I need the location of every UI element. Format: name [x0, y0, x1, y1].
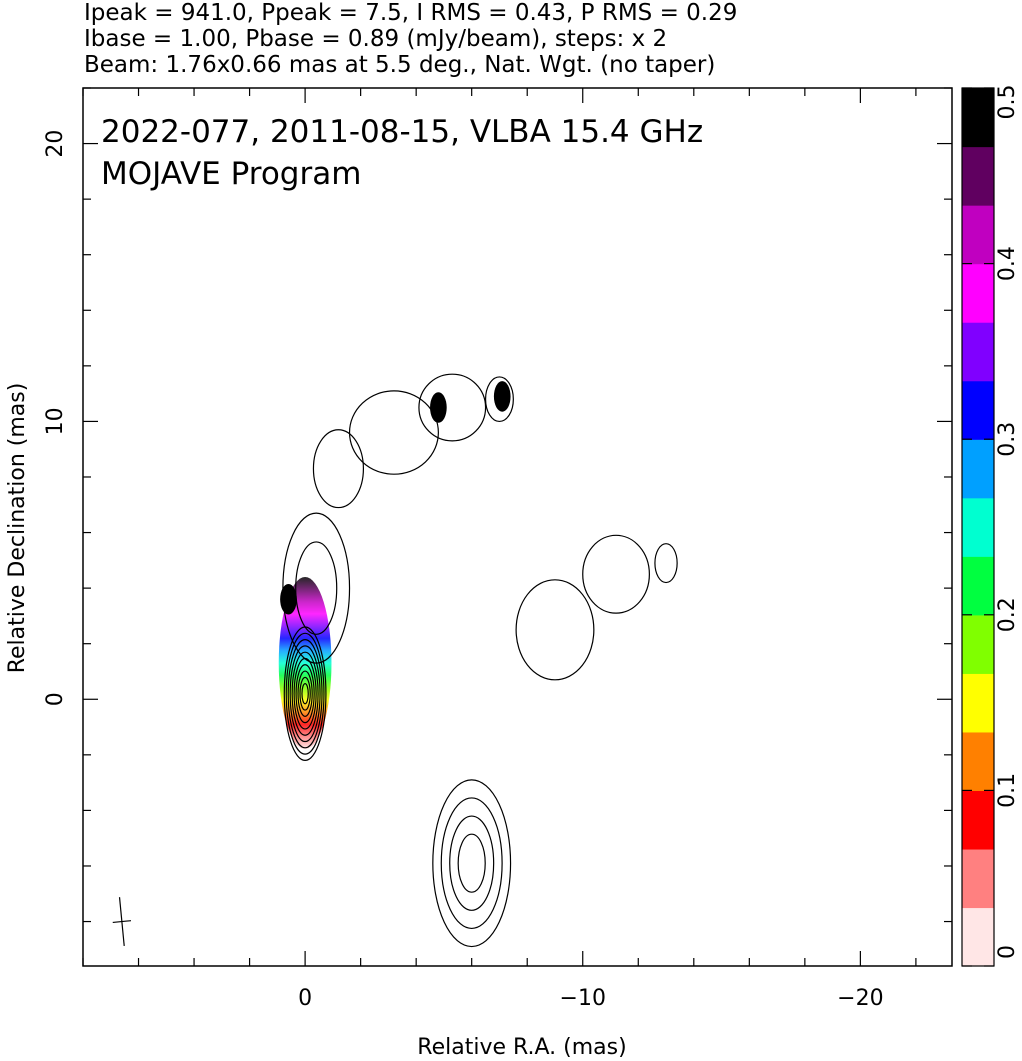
- x-axis-label: Relative R.A. (mas): [417, 1035, 626, 1060]
- x-tick-label: −10: [560, 986, 606, 1011]
- contour-core-2: [285, 632, 325, 755]
- colorbar-band: [962, 614, 994, 674]
- y-tick-label: 20: [43, 130, 68, 158]
- colorbar-tick-label: 0.3: [995, 422, 1020, 457]
- contour-core-3: [287, 639, 323, 749]
- beam-minor-axis: [112, 920, 132, 924]
- contour-north-jet-2-1: [348, 390, 439, 475]
- contour-core-10: [301, 683, 309, 705]
- contour-core-8: [297, 670, 313, 717]
- axes: 0 −10 −20 0 10 20: [43, 87, 952, 1011]
- header-line-1: Ipeak = 941.0, Ppeak = 7.5, I RMS = 0.43…: [84, 0, 738, 26]
- colorbar-band: [962, 497, 994, 557]
- x-tick-label: 0: [298, 986, 312, 1011]
- header-line-3: Beam: 1.76x0.66 mas at 5.5 deg., Nat. Wg…: [84, 52, 716, 78]
- contour-counter-jet-2: [440, 797, 503, 930]
- plot-frame: [82, 87, 953, 967]
- plot-content: [112, 373, 678, 948]
- contour-west-jet-1-1: [515, 579, 595, 681]
- chart-title-line-1: 2022-077, 2011-08-15, VLBA 15.4 GHz: [101, 114, 703, 150]
- header-line-2: Ibase = 1.00, Pbase = 0.89 (mJy/beam), s…: [84, 26, 668, 52]
- y-tick-label: 10: [43, 407, 68, 435]
- colorbar-band: [962, 205, 994, 265]
- contour-counter-jet-1: [432, 779, 512, 948]
- contour-core-9: [299, 676, 311, 711]
- contour-inner-jet-2: [295, 541, 338, 635]
- colorbar-tick-label: 0.5: [995, 85, 1020, 120]
- contour-west-jet-2-1: [582, 534, 650, 614]
- contour-core-7: [295, 664, 315, 724]
- contour-north-jet-1-1: [312, 429, 365, 509]
- contour-north-jet-3-1: [418, 373, 487, 442]
- colorbar-band: [962, 731, 994, 791]
- colorbar: 0 0.1 0.2 0.3 0.4 0.5: [961, 85, 1020, 967]
- beam-marker: [112, 897, 132, 946]
- colorbar-band: [962, 673, 994, 733]
- contour-west-jet-3-1: [654, 543, 678, 584]
- colorbar-band: [962, 556, 994, 616]
- colorbar-band: [962, 907, 994, 967]
- contour-counter-jet-4: [457, 833, 486, 893]
- colorbar-band: [962, 263, 994, 323]
- contour-core-5: [291, 651, 319, 736]
- y-axis-label: Relative Declination (mas): [5, 383, 30, 674]
- contour-north-jet-4-1: [484, 376, 514, 423]
- colorbar-band: [962, 790, 994, 850]
- polarization-fill: [278, 577, 332, 750]
- colorbar-tick-label: 0.2: [995, 597, 1020, 632]
- colorbar-band: [962, 380, 994, 440]
- colorbar-tick-label: 0.4: [995, 246, 1020, 281]
- contour-counter-jet-3: [449, 815, 495, 911]
- polarization-peak-1: [280, 583, 297, 615]
- polarization-peak-2: [430, 392, 447, 423]
- polarization-peak-3: [493, 381, 511, 412]
- contour-core-4: [289, 645, 321, 743]
- colorbar-band: [962, 88, 994, 148]
- x-tick-label: −20: [837, 986, 883, 1011]
- colorbar-tick-label: 0: [995, 945, 1020, 959]
- colorbar-band: [962, 439, 994, 499]
- colorbar-band: [962, 848, 994, 909]
- y-tick-label: 0: [43, 692, 68, 706]
- colorbar-band: [962, 322, 994, 382]
- colorbar-frame: [961, 87, 995, 967]
- colorbar-tick-label: 0.1: [995, 773, 1020, 808]
- colorbar-band: [962, 146, 994, 206]
- chart-title-line-2: MOJAVE Program: [101, 156, 361, 192]
